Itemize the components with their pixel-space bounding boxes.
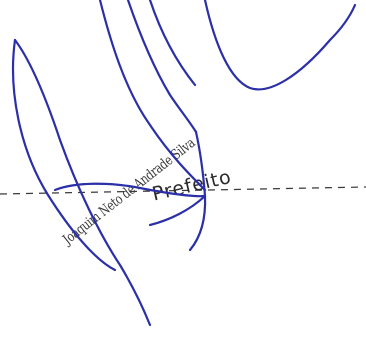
signature-block: Joaquim Neto de Andrade Silva Prefeito: [0, 0, 366, 327]
signature-line: [0, 186, 366, 195]
handwritten-signature: [12, 0, 357, 327]
